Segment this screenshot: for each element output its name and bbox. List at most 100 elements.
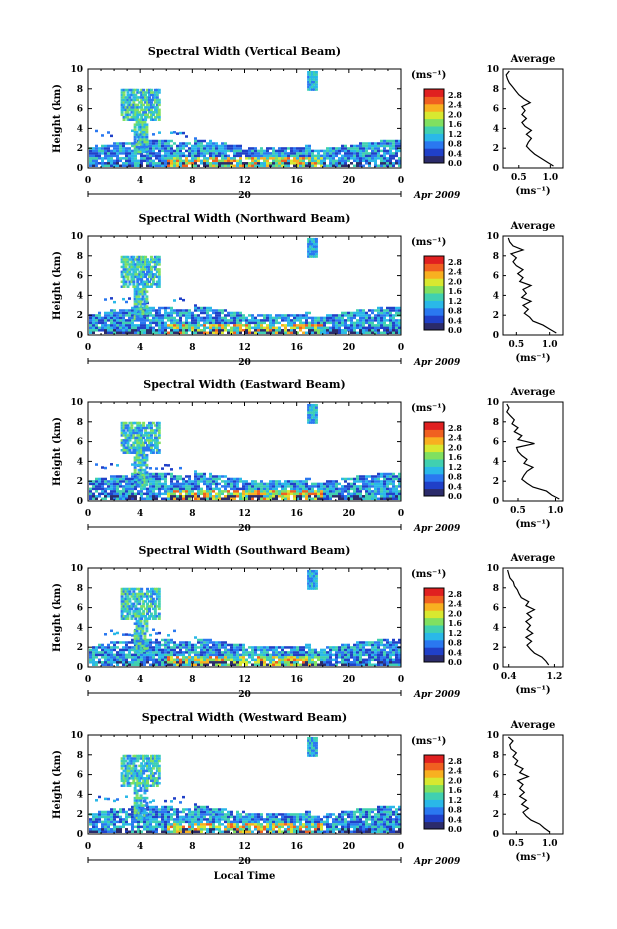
heatmap-cell [116, 661, 119, 664]
date-label: Apr 2009 [413, 524, 461, 534]
heatmap-cell [320, 319, 323, 322]
heatmap-cell [365, 157, 368, 160]
heatmap-cell [293, 495, 296, 498]
heatmap-cell [323, 154, 326, 158]
heatmap-cell [155, 116, 159, 119]
heatmap-cell [365, 316, 368, 320]
heatmap-cell [305, 490, 308, 493]
heatmap-cell [368, 495, 371, 498]
heatmap-cell [398, 651, 401, 654]
heatmap-cell [206, 485, 209, 488]
colorbar-swatch [424, 444, 444, 453]
heatmap-cell [356, 319, 359, 322]
heatmap-cell [341, 661, 344, 664]
heatmap-cell [194, 152, 197, 155]
heatmap-cell [139, 476, 143, 479]
heatmap-cell [314, 408, 318, 412]
heatmap-cell [95, 319, 98, 322]
heatmap-cell [155, 263, 159, 266]
heatmap-cell [188, 309, 191, 312]
heatmap-cell [170, 131, 173, 135]
heatmap-cell [338, 495, 341, 498]
colorbar-swatch [424, 256, 444, 264]
x-tick-label: 12 [238, 343, 251, 353]
heatmap-cell [371, 324, 374, 327]
heatmap-cell [392, 319, 395, 322]
heatmap-cell [173, 651, 176, 654]
heatmap-cell [124, 258, 128, 261]
heatmap-cell [254, 329, 257, 332]
y-tick-label: 4 [77, 124, 83, 134]
heatmap-cell [142, 436, 146, 440]
heatmap-cell [236, 495, 239, 498]
heatmap-cell [293, 319, 296, 322]
heatmap-cell [365, 661, 368, 664]
heatmap-cell [122, 108, 126, 112]
heatmap-cell [281, 646, 284, 649]
heatmap-cell [149, 633, 152, 637]
heatmap-cell [185, 314, 188, 317]
heatmap-cell [152, 485, 155, 488]
heatmap-cell [155, 658, 158, 662]
heatmap-cell [320, 326, 323, 330]
heatmap-cell [140, 154, 143, 158]
heatmap-cell [134, 436, 138, 440]
heatmap-cell [212, 329, 215, 332]
heatmap-cell [362, 157, 365, 160]
heatmap-cell [227, 331, 230, 335]
heatmap-cell [311, 80, 315, 84]
heatmap-cell [307, 247, 311, 251]
heatmap-cell [143, 483, 147, 487]
heatmap-cell [356, 485, 359, 488]
heatmap-cell [389, 331, 392, 335]
heatmap-cell [278, 495, 281, 498]
heatmap-cell [119, 492, 122, 496]
heatmap-cell [188, 324, 191, 327]
heatmap-cell [151, 265, 155, 269]
heatmap-cell [173, 495, 176, 498]
heatmap-cell [119, 485, 122, 488]
heatmap-cell [139, 468, 143, 472]
heatmap-cell [176, 651, 179, 654]
heatmap-cell [230, 648, 233, 652]
heatmap-cell [143, 305, 147, 308]
heatmap-cell [133, 145, 137, 149]
heatmap-cell [140, 265, 144, 269]
heatmap-cell [326, 661, 329, 664]
heatmap-cell [98, 643, 101, 647]
heatmap-cell [260, 485, 263, 488]
heatmap-cell [314, 242, 318, 246]
heatmap-cell [356, 314, 359, 317]
heatmap-cell [157, 424, 161, 427]
heatmap-cell [132, 108, 136, 112]
heatmap-cell [149, 487, 152, 491]
heatmap-cell [110, 164, 113, 168]
heatmap-cell [278, 492, 281, 496]
heatmap-cell [128, 311, 131, 315]
heatmap-cell [152, 314, 155, 317]
heatmap-cell [124, 88, 128, 92]
heatmap-cell [144, 283, 148, 286]
heatmap-cell [136, 255, 140, 259]
heatmap-cell [212, 658, 215, 662]
heatmap-cell [302, 646, 305, 649]
heatmap-cell [287, 497, 290, 501]
heatmap-cell [131, 306, 134, 310]
heatmap-cell [149, 91, 153, 94]
heatmap-cell [122, 485, 125, 488]
heatmap-cell [230, 159, 233, 163]
heatmap-cell [155, 106, 159, 109]
heatmap-cell [151, 103, 155, 107]
heatmap-cell [197, 495, 200, 498]
heatmap-cell [155, 152, 158, 155]
heatmap-cell [101, 324, 104, 327]
heatmap-cell [151, 439, 155, 442]
heatmap-cell [350, 152, 353, 155]
heatmap-cell [380, 164, 383, 168]
heatmap-cell [224, 653, 227, 657]
heatmap-cell [194, 663, 197, 667]
heatmap-cell [335, 164, 338, 168]
heatmap-cell [116, 475, 119, 478]
heatmap-cell [188, 316, 191, 320]
heatmap-cell [155, 497, 158, 501]
